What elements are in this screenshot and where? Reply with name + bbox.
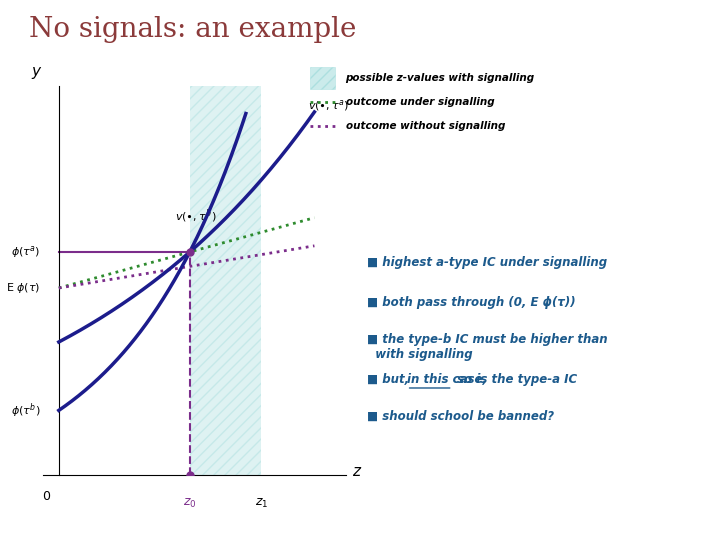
Text: so is the type-a IC: so is the type-a IC: [453, 373, 577, 386]
Text: Frank Cowell: Signalling: Frank Cowell: Signalling: [293, 517, 427, 528]
Text: E $\phi(\tau)$: E $\phi(\tau)$: [6, 281, 40, 295]
Text: ■ the type-b IC must be higher than
  with signalling: ■ the type-b IC must be higher than with…: [367, 333, 608, 361]
Text: April 2018: April 2018: [14, 517, 72, 528]
Text: $\phi(\tau^a)$: $\phi(\tau^a)$: [11, 244, 40, 260]
Text: $v(\bullet,\tau^b)$: $v(\bullet,\tau^b)$: [175, 207, 217, 225]
Text: No signals: an example: No signals: an example: [29, 16, 356, 43]
Text: $z_0$: $z_0$: [183, 497, 197, 510]
Text: ■ but,: ■ but,: [367, 373, 413, 386]
Text: $z_1$: $z_1$: [255, 497, 268, 510]
Text: y: y: [31, 64, 40, 79]
Bar: [310, 67, 335, 89]
Text: in this case,: in this case,: [407, 373, 487, 386]
Text: ■ highest a-type IC under signalling: ■ highest a-type IC under signalling: [367, 256, 607, 269]
Text: 25: 25: [681, 516, 698, 529]
Text: outcome under signalling: outcome under signalling: [346, 97, 494, 107]
Text: possible z-values with signalling: possible z-values with signalling: [346, 73, 535, 83]
Text: ■ should school be banned?: ■ should school be banned?: [367, 410, 554, 423]
Text: z: z: [352, 464, 360, 479]
Text: $v(\bullet,\tau^a)$: $v(\bullet,\tau^a)$: [308, 98, 349, 113]
Text: $\phi(\tau^b)$: $\phi(\tau^b)$: [11, 401, 40, 420]
Text: outcome without signalling: outcome without signalling: [346, 120, 505, 131]
Text: ■ both pass through (0, E ϕ(τ)): ■ both pass through (0, E ϕ(τ)): [367, 296, 575, 309]
Bar: [190, 86, 261, 475]
Text: 0: 0: [42, 490, 50, 503]
